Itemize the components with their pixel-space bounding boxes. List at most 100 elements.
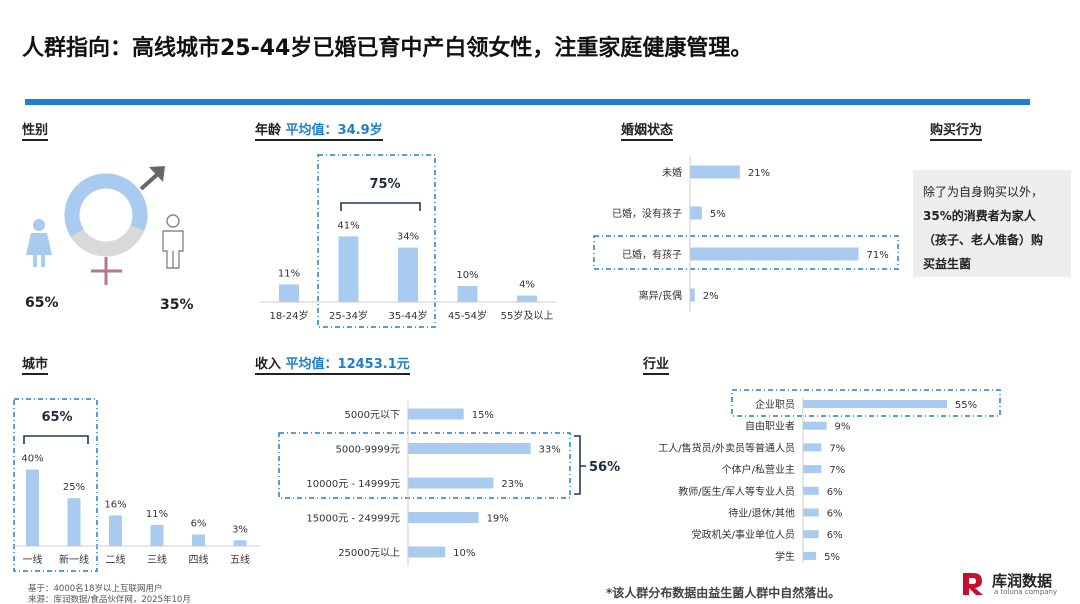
gender-header: 性别	[22, 122, 49, 141]
city-bar	[26, 469, 39, 546]
industry-value-label: 9%	[835, 422, 851, 433]
marital-highlight-frame	[593, 235, 899, 270]
purchase-line-1: 除了为自身购买以外，	[923, 185, 1044, 199]
city-bar	[192, 534, 205, 546]
city-highlight-frame	[13, 398, 98, 572]
industry-category-label: 教师/医生/军人等专业人员	[678, 485, 795, 498]
city-bar	[150, 524, 164, 546]
industry-category-label: 党政机关/事业单位人员	[692, 528, 795, 541]
age-bar	[398, 247, 418, 302]
city-category-label: 五线	[230, 553, 250, 566]
city-bar	[109, 515, 122, 546]
marital-value-label: 21%	[748, 168, 770, 179]
income-bar	[408, 477, 494, 489]
city-category-label: 三线	[147, 553, 167, 566]
city-bar	[67, 498, 81, 546]
industry-value-label: 7%	[829, 465, 845, 476]
footnote-note: *该人群分布数据由益生菌人群中自然落出。	[606, 586, 841, 600]
age-value-label: 41%	[337, 220, 359, 231]
purchase-header: 购买行为	[930, 122, 983, 141]
industry-value-label: 7%	[829, 443, 845, 454]
brand-mark-icon	[963, 573, 983, 595]
brand-name: 库润数据	[992, 572, 1053, 590]
city-bar	[233, 540, 247, 546]
age-highlight-frame	[317, 154, 436, 328]
marital-bar	[690, 165, 740, 179]
income-header: 收入 平均值：12453.1元	[255, 356, 410, 375]
income-value-label: 10%	[453, 548, 475, 559]
city-header: 城市	[22, 356, 49, 375]
marital-category-label: 已婚，有孩子	[622, 248, 682, 261]
income-category-label: 10000元 - 14999元	[306, 479, 400, 490]
city-bracket	[23, 435, 89, 444]
industry-bar	[803, 421, 827, 430]
industry-value-label: 55%	[955, 400, 977, 411]
income-highlight-total: 56%	[589, 460, 620, 475]
age-bar	[457, 286, 478, 302]
industry-bar	[803, 400, 947, 408]
male-symbol-icon	[139, 166, 165, 191]
income-value-label: 23%	[501, 479, 523, 490]
income-category-label: 25000元以上	[338, 547, 400, 559]
income-category-label: 5000元以下	[345, 410, 400, 421]
industry-bar	[803, 530, 819, 539]
city-category-label: 一线	[23, 553, 43, 566]
marital-value-label: 71%	[867, 250, 889, 261]
city-category-label: 四线	[189, 553, 209, 566]
income-highlight-frame	[278, 432, 571, 499]
income-bar	[408, 512, 479, 523]
age-bar	[338, 236, 359, 302]
marital-bar	[690, 206, 702, 220]
industry-category-label: 学生	[775, 550, 795, 563]
age-header-label: 年龄	[255, 123, 282, 138]
industry-category-label: 待业/退休/其他	[728, 507, 795, 520]
age-value-label: 10%	[456, 270, 478, 281]
age-category-label: 35-44岁	[388, 309, 427, 322]
industry-bar	[803, 551, 817, 560]
marital-bar	[690, 288, 695, 302]
gender-ring	[64, 173, 148, 257]
marital-category-label: 已婚，没有孩子	[612, 207, 682, 220]
age-chart: 11% 18-24岁 41% 25-34岁 34% 35-44岁 10% 45-54岁 4% 55…	[259, 220, 557, 322]
industry-category-label: 企业职员	[755, 398, 795, 411]
marital-chart: 未婚 21% 已婚，没有孩子 5% 已婚，有孩子 71% 离异/丧偶 2%	[612, 155, 889, 312]
purchase-line-4: 买益生菌	[923, 257, 972, 271]
male-icon	[162, 214, 184, 269]
industry-bar	[803, 443, 822, 452]
purchase-line-3: （孩子、老人准备）购	[923, 233, 1044, 247]
purchase-line-2: 35%的消费者为家人	[923, 209, 1036, 223]
marital-value-label: 2%	[703, 291, 719, 302]
industry-header: 行业	[643, 356, 670, 375]
purchase-box: 除了为自身购买以外， 35%的消费者为家人 （孩子、老人准备）购 买益生菌	[913, 170, 1071, 277]
income-bar	[408, 443, 531, 454]
male-pct: 35%	[160, 297, 194, 313]
city-value-label: 40%	[21, 454, 43, 465]
income-value-label: 33%	[539, 445, 561, 456]
industry-value-label: 6%	[827, 509, 843, 520]
city-highlight-total: 65%	[41, 410, 72, 425]
age-category-label: 55岁及以上	[501, 309, 554, 322]
income-bar	[408, 408, 464, 420]
title-divider	[25, 99, 1030, 105]
city-value-label: 25%	[63, 482, 85, 493]
age-value-label: 4%	[519, 280, 535, 291]
industry-bar	[803, 486, 819, 495]
age-category-label: 18-24岁	[269, 309, 308, 322]
income-value-label: 19%	[487, 514, 509, 525]
industry-value-label: 5%	[824, 552, 840, 563]
city-value-label: 6%	[191, 519, 207, 530]
income-category-label: 5000-9999元	[335, 445, 400, 456]
city-category-label: 新一线	[59, 553, 89, 566]
industry-category-label: 个体户/私营业主	[722, 463, 795, 476]
industry-bar	[803, 508, 819, 517]
marital-category-label: 未婚	[662, 166, 682, 179]
female-pct: 65%	[25, 295, 59, 311]
age-header: 年龄 平均值：34.9岁	[255, 122, 383, 141]
marital-bar	[690, 247, 859, 261]
age-value-label: 34%	[397, 232, 419, 243]
age-value-label: 11%	[278, 268, 300, 279]
age-average: 平均值：34.9岁	[285, 123, 383, 138]
